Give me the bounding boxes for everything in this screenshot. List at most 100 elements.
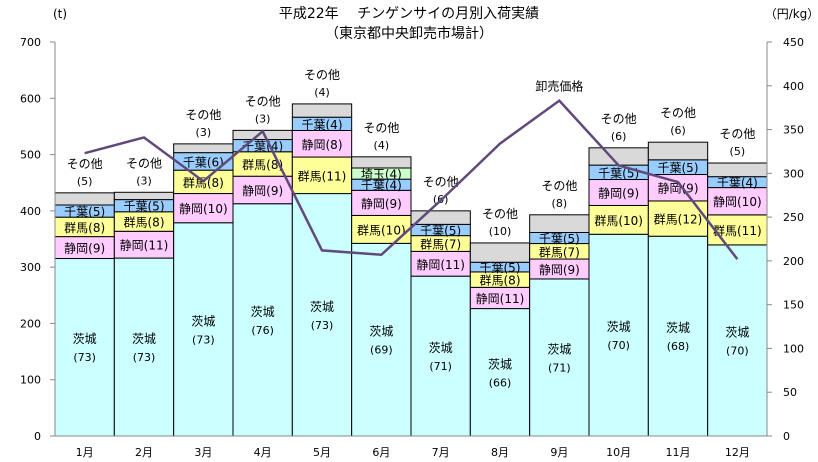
segment-label: 茨城	[369, 325, 393, 339]
segment-value: (71)	[548, 361, 571, 374]
segment-label: 茨城	[488, 357, 512, 371]
y-axis-unit: (t)	[53, 7, 67, 21]
segment-value: (10)	[489, 225, 512, 238]
bar-segment	[588, 233, 649, 437]
segment-label: その他	[245, 94, 281, 108]
y2-tick-label: 300	[783, 167, 804, 180]
y2-tick-label: 0	[783, 430, 790, 443]
x-tick-label: 7月	[432, 446, 450, 459]
segment-label: その他	[185, 108, 221, 122]
bar-segment	[647, 174, 709, 202]
segment-label: 静岡(9)	[598, 186, 639, 200]
segment-label: 群馬(10)	[357, 223, 406, 237]
segment-label: 千葉(5)	[658, 161, 699, 175]
segment-label: 千葉(6)	[183, 155, 224, 169]
bar-segment	[351, 214, 412, 244]
segment-value: (68)	[667, 340, 690, 353]
segment-label: 千葉(4)	[361, 179, 402, 193]
segment-label: 茨城	[251, 305, 275, 319]
bar-segment	[291, 103, 353, 118]
segment-label: 群馬(7)	[420, 238, 461, 252]
bar-segment	[469, 308, 531, 437]
y-tick-label: 500	[20, 149, 41, 162]
bar-segment	[173, 143, 234, 154]
x-tick-label: 4月	[254, 446, 272, 459]
segment-label: 茨城	[547, 342, 571, 356]
y2-tick-label: 200	[783, 255, 804, 268]
segment-label: 静岡(9)	[242, 184, 283, 198]
segment-label: 静岡(9)	[658, 182, 699, 196]
chart-subtitle: （東京都中央卸売市場計）	[325, 25, 493, 42]
segment-label: 茨城	[191, 314, 215, 328]
bar-segment	[291, 193, 353, 437]
segment-label: その他	[482, 207, 518, 221]
segment-label: 茨城	[725, 325, 749, 339]
bar-segment	[529, 214, 590, 233]
line-label: 卸売価格	[535, 79, 583, 94]
y-tick-label: 700	[20, 36, 41, 49]
segment-label: 群馬(11)	[298, 169, 347, 183]
x-tick-label: 3月	[194, 446, 212, 459]
segment-label: 千葉(4)	[717, 176, 758, 190]
segment-label: 茨城	[132, 332, 156, 346]
x-tick-label: 1月	[76, 446, 94, 459]
segment-label: 静岡(8)	[302, 138, 343, 152]
segment-label: その他	[601, 112, 637, 126]
price-line	[84, 98, 739, 260]
y2-tick-label: 150	[783, 299, 804, 312]
segment-value: (5)	[730, 145, 746, 158]
segment-value: (73)	[73, 351, 96, 364]
x-tick-label: 5月	[313, 446, 331, 459]
segment-value: (3)	[255, 112, 271, 125]
bar-segment	[173, 222, 234, 437]
segment-label: 茨城	[666, 321, 690, 335]
y-tick-label: 600	[20, 92, 41, 105]
segment-label: 群馬(11)	[713, 224, 762, 238]
segment-label: その他	[126, 156, 162, 170]
bar-segment	[291, 129, 353, 158]
segment-label: 群馬(10)	[594, 214, 643, 228]
segment-label: 群馬(12)	[654, 213, 703, 227]
chart-title: 平成22年 チンゲンサイの月別入荷実績	[279, 6, 539, 22]
segment-label: 茨城	[310, 300, 334, 314]
x-tick-label: 10月	[606, 446, 631, 459]
bar-segment	[707, 162, 768, 178]
segment-value: (69)	[370, 344, 393, 357]
bar-segment	[113, 191, 175, 201]
y-tick-label: 300	[20, 261, 41, 274]
segment-label: 千葉(4)	[302, 118, 343, 132]
segment-label: その他	[719, 127, 755, 141]
x-tick-label: 2月	[135, 446, 153, 459]
segment-label: 群馬(8)	[242, 158, 283, 172]
y-tick-label: 200	[20, 317, 41, 330]
segment-value: (6)	[670, 124, 686, 137]
bar-segment	[351, 156, 412, 169]
y2-tick-label: 250	[783, 211, 804, 224]
segment-label: 静岡(11)	[416, 258, 465, 272]
segment-value: (76)	[251, 324, 274, 337]
segment-label: その他	[541, 179, 577, 193]
segment-label: 静岡(9)	[361, 197, 402, 211]
segment-value: (70)	[726, 344, 749, 357]
bar-segment	[410, 250, 471, 277]
segment-value: (3)	[196, 126, 212, 139]
segment-label: 茨城	[429, 341, 453, 355]
segment-label: その他	[67, 157, 103, 171]
segment-label: 静岡(11)	[476, 292, 525, 306]
segment-label: 千葉(5)	[124, 200, 165, 214]
segment-label: 千葉(5)	[420, 224, 461, 238]
segment-label: その他	[363, 121, 399, 135]
bar-segment	[588, 147, 649, 166]
segment-label: その他	[423, 175, 459, 189]
segment-label: 茨城	[73, 332, 97, 346]
y2-tick-label: 400	[783, 80, 804, 93]
bar-segment	[529, 278, 590, 437]
bar-segment	[410, 210, 471, 225]
bar-segment	[54, 192, 115, 206]
segment-label: 静岡(10)	[179, 202, 228, 216]
segment-label: 千葉(5)	[539, 232, 580, 246]
y-tick-label: 0	[34, 430, 41, 443]
x-tick-label: 9月	[550, 446, 568, 459]
bar-segment	[647, 235, 709, 437]
